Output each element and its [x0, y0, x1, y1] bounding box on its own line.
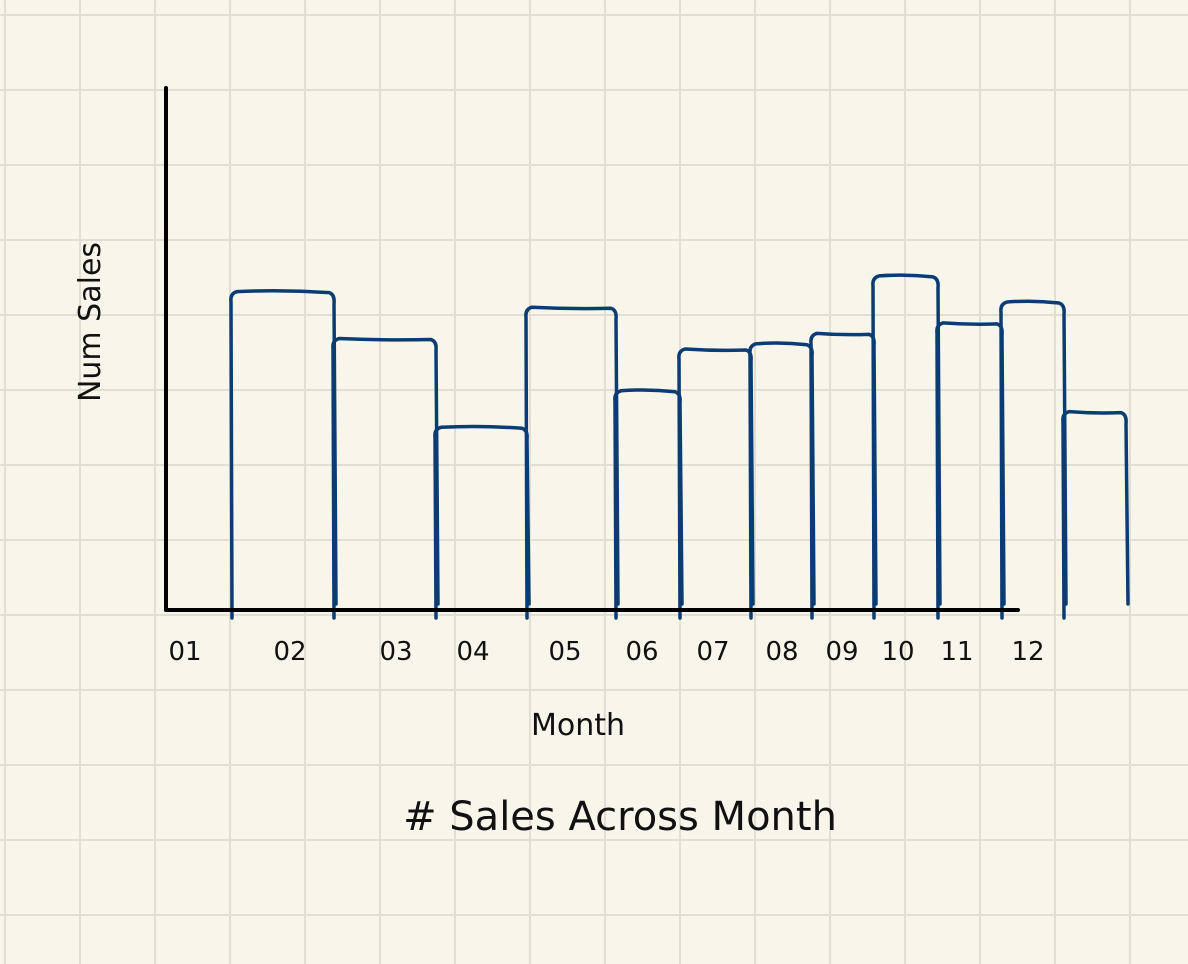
- x-tick-label-04: 04: [456, 637, 489, 667]
- x-tick-label-10: 10: [881, 637, 914, 667]
- x-tick-label-11: 11: [940, 637, 973, 667]
- bars-group: [229, 273, 1130, 620]
- bar-02: [331, 336, 440, 620]
- bar-01: [229, 289, 338, 620]
- x-tick-label-01: 01: [168, 637, 201, 667]
- bar-09: [871, 273, 942, 620]
- bar-11: [999, 299, 1068, 620]
- bar-07: [748, 341, 816, 620]
- x-tick-label-05: 05: [548, 637, 581, 667]
- bar-03: [433, 424, 531, 620]
- bar-08: [809, 331, 878, 620]
- bar-04: [524, 305, 620, 620]
- y-axis-title: Num Sales: [73, 242, 108, 402]
- bar-12: [1061, 409, 1130, 620]
- x-tick-label-07: 07: [696, 637, 729, 667]
- bar-10: [935, 321, 1006, 620]
- bar-05: [613, 388, 684, 620]
- bar-06: [677, 347, 755, 620]
- x-tick-label-02: 02: [273, 637, 306, 667]
- x-tick-labels: 01 02 03 04 05 06 07 08 09 10 11 12: [168, 637, 1044, 667]
- x-tick-label-08: 08: [765, 637, 798, 667]
- x-tick-label-09: 09: [825, 637, 858, 667]
- x-tick-label-06: 06: [625, 637, 658, 667]
- x-tick-label-03: 03: [379, 637, 412, 667]
- x-axis-title: Month: [531, 708, 625, 743]
- x-tick-label-12: 12: [1011, 637, 1044, 667]
- chart-title: # Sales Across Month: [403, 794, 837, 840]
